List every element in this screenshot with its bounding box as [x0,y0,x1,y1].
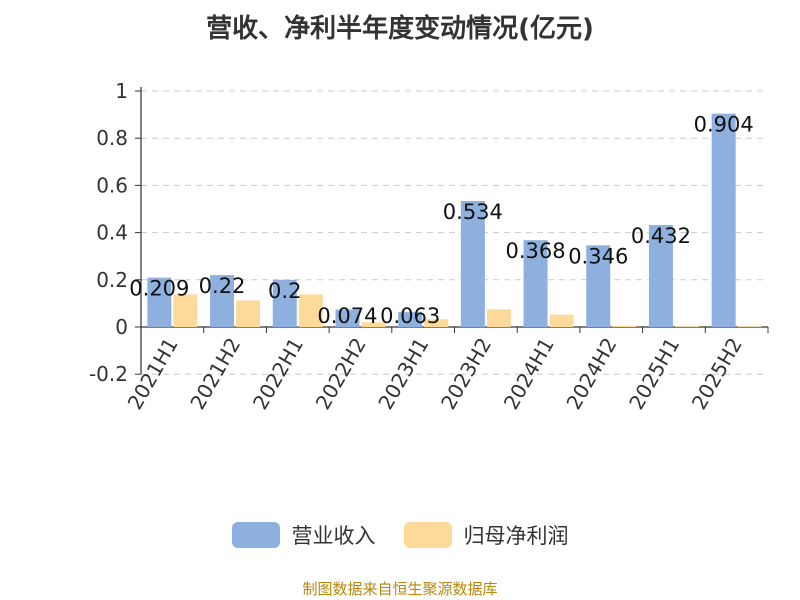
legend-item-profit[interactable]: 归母净利润 [403,520,569,550]
bar-profit [424,319,449,327]
y-tick-label: -0.2 [89,362,128,386]
bar-profit [298,294,323,327]
data-label-revenue: 0.534 [443,200,503,224]
data-label-revenue: 0.074 [317,304,377,328]
y-tick-label: 0.8 [96,126,128,150]
bar-revenue [586,245,611,327]
legend-label-revenue: 营业收入 [291,524,376,548]
y-tick-label: 0 [115,315,128,339]
bar-profit [361,322,386,327]
data-label-revenue: 0.22 [199,274,246,298]
y-tick-label: 1 [115,79,128,103]
bar-profit [612,325,637,327]
data-source-note: 制图数据来自恒生聚源数据库 [302,580,498,598]
bar-revenue [398,312,423,327]
x-tick-label: 2021H2 [185,334,245,414]
x-tick-label: 2025H2 [687,334,747,414]
bar-profit [173,294,198,327]
bar-revenue [335,309,360,327]
data-label-revenue: 0.368 [505,239,565,263]
legend-label-profit: 归母净利润 [463,524,569,548]
y-tick-label: 0.6 [96,173,128,197]
bar-profit [486,309,511,327]
bar-revenue [147,277,172,327]
data-label-revenue: 0.063 [380,304,440,328]
bar-profit [236,300,261,327]
x-tick-label: 2025H1 [624,334,684,414]
bar-revenue [460,200,485,327]
x-tick-label: 2024H1 [499,334,559,414]
data-label-revenue: 0.904 [694,113,754,137]
y-tick-label: 0.2 [96,268,128,292]
x-tick-label: 2022H1 [248,334,308,414]
x-tick-label: 2022H2 [311,334,371,414]
y-tick-label: 0.4 [96,221,128,245]
bar-revenue [711,113,736,327]
x-tick-label: 2023H1 [373,334,433,414]
data-label-revenue: 0.2 [268,279,301,303]
data-label-revenue: 0.346 [568,244,628,268]
bar-profit [549,314,574,327]
x-tick-label: 2021H1 [123,334,183,414]
data-label-revenue: 0.209 [129,277,189,301]
legend-swatch-profit [403,522,452,548]
bar-revenue [523,240,548,327]
data-label-revenue: 0.432 [631,224,691,248]
chart-legend: 营业收入 归母净利润 [0,520,800,550]
bar-revenue [272,279,297,327]
bar-revenue [648,225,673,327]
x-tick-label: 2024H2 [561,334,621,414]
bar-profit [674,326,699,327]
chart-title: 营收、净利半年度变动情况(亿元) [206,14,594,44]
x-tick-label: 2023H2 [436,333,496,413]
bar-profit [737,326,762,327]
legend-swatch-revenue [231,522,280,548]
bar-revenue [210,275,235,327]
legend-item-revenue[interactable]: 营业收入 [231,520,376,550]
